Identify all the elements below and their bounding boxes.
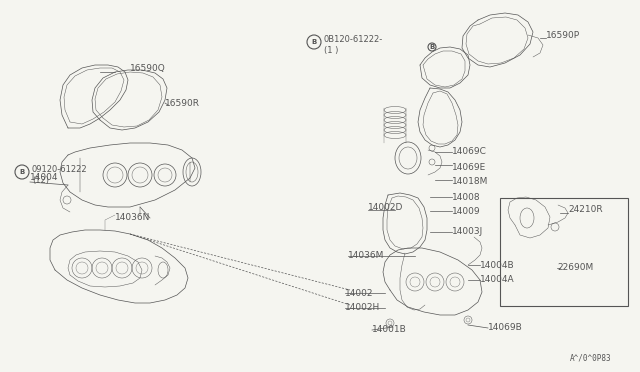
Text: B: B	[312, 39, 317, 45]
Text: 14008: 14008	[452, 192, 481, 202]
Bar	[500, 198, 628, 306]
Text: 14004A: 14004A	[480, 276, 515, 285]
Text: 16590R: 16590R	[165, 99, 200, 108]
Text: (12): (12)	[32, 176, 49, 185]
Text: 14002: 14002	[345, 289, 374, 298]
Text: B: B	[19, 169, 24, 175]
Text: 14002D: 14002D	[368, 202, 403, 212]
Text: 16590P: 16590P	[546, 31, 580, 39]
Text: 14004: 14004	[30, 173, 58, 183]
Text: 14003J: 14003J	[452, 228, 483, 237]
Text: 14018M: 14018M	[452, 177, 488, 186]
Text: B: B	[429, 44, 435, 50]
Text: 22690M: 22690M	[557, 263, 593, 273]
Text: 0B120-61222-: 0B120-61222-	[324, 35, 383, 45]
Text: 14009: 14009	[452, 206, 481, 215]
Text: 14069E: 14069E	[452, 164, 486, 173]
Text: (1 ): (1 )	[324, 45, 339, 55]
Text: A^/0^0P83: A^/0^0P83	[570, 353, 612, 362]
Text: 14069C: 14069C	[452, 148, 487, 157]
Text: 14002H: 14002H	[345, 304, 380, 312]
Text: 14001B: 14001B	[372, 326, 407, 334]
Text: 24210R: 24210R	[568, 205, 603, 215]
Text: 14004B: 14004B	[480, 260, 515, 269]
Text: 14036N: 14036N	[115, 214, 150, 222]
Text: 14069B: 14069B	[488, 324, 523, 333]
Text: 09120-61222: 09120-61222	[32, 166, 88, 174]
Text: 16590Q: 16590Q	[130, 64, 166, 73]
Text: 14036M: 14036M	[348, 251, 385, 260]
